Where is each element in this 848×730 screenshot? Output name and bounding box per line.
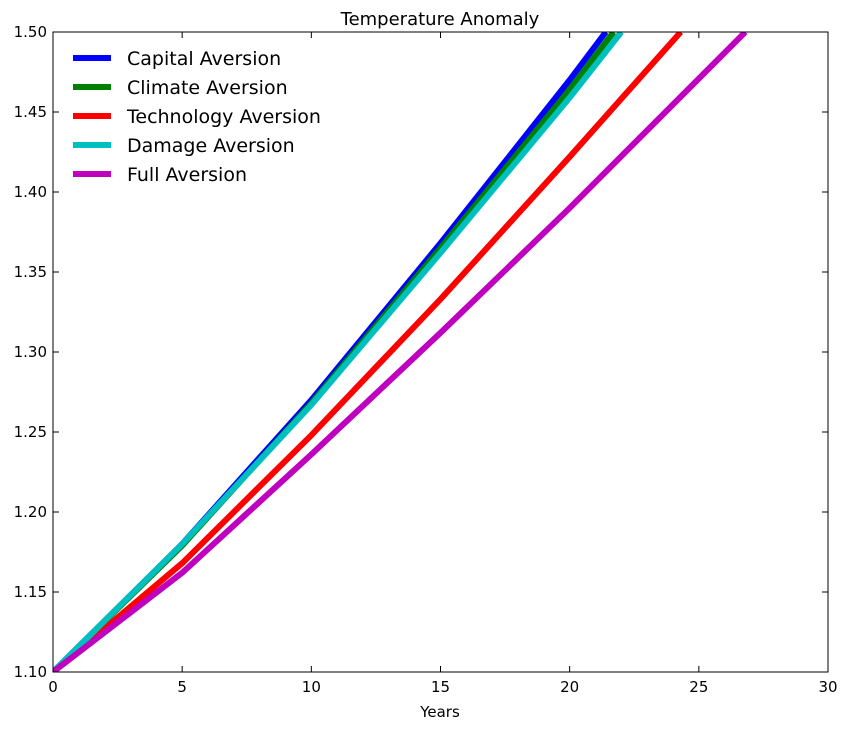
legend-entry-1: Capital Aversion	[127, 48, 281, 70]
y-tick-label: 1.50	[14, 23, 47, 41]
y-tick-label: 1.20	[14, 503, 47, 521]
x-tick-label: 25	[689, 678, 708, 696]
y-tick-label: 1.10	[14, 663, 47, 681]
plot-area	[53, 32, 748, 672]
legend-entry-5: Full Aversion	[127, 164, 247, 186]
legend-entry-2: Climate Aversion	[127, 77, 288, 99]
legend-entry-4: Damage Aversion	[127, 135, 295, 157]
axis-ticks: 0 5 10 15 20 25 30 1.10 1.15 1.20 1.25 1.30 1.35 1.40…	[14, 23, 838, 696]
x-tick-label: 5	[177, 678, 187, 696]
y-tick-label: 1.45	[14, 103, 47, 121]
y-tick-label: 1.35	[14, 263, 47, 281]
chart-title: Temperature Anomaly	[340, 9, 540, 30]
series-line-4	[53, 32, 624, 672]
x-axis-label: Years	[419, 703, 460, 721]
x-tick-label: 15	[431, 678, 450, 696]
y-tick-label: 1.40	[14, 183, 47, 201]
x-tick-label: 30	[818, 678, 837, 696]
series-line-3	[53, 32, 683, 672]
x-tick-label: 20	[560, 678, 579, 696]
y-tick-label: 1.25	[14, 423, 47, 441]
x-tick-label: 0	[48, 678, 58, 696]
legend-entry-3: Technology Aversion	[126, 106, 321, 128]
plot-frame	[52, 31, 829, 673]
x-tick-label: 10	[302, 678, 321, 696]
y-tick-label: 1.15	[14, 583, 47, 601]
legend: Capital Aversion Climate Aversion Technolo…	[73, 48, 321, 186]
y-tick-label: 1.30	[14, 343, 47, 361]
series-line-5	[53, 32, 748, 672]
